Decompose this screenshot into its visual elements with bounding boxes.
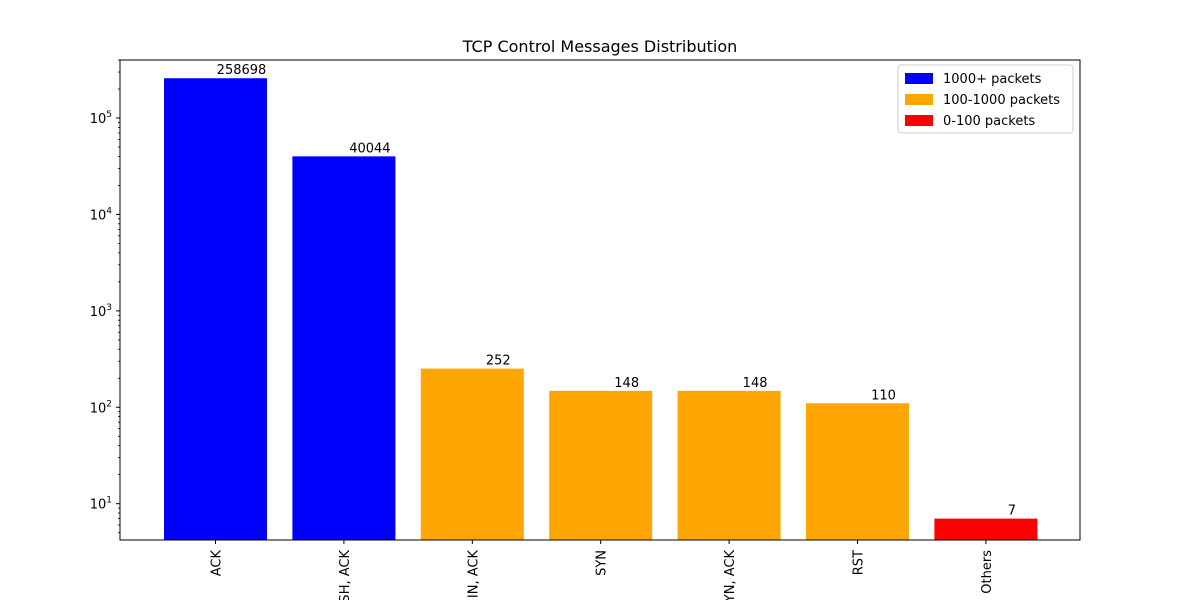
- x-tick-label: Others: [980, 550, 995, 594]
- data-label: 258698: [217, 63, 267, 78]
- legend-swatch: [905, 115, 933, 126]
- y-tick-label: 102: [90, 399, 112, 416]
- bar: [806, 403, 909, 540]
- x-axis: ACK SH, ACK IN, ACK SYN YN, ACK RST Others: [210, 540, 995, 600]
- bar: [934, 518, 1038, 540]
- chart-title: TCP Control Messages Distribution: [462, 37, 738, 56]
- legend: 1000+ packets 100-1000 packets 0-100 packe…: [897, 64, 1074, 134]
- data-label: 40044: [349, 141, 390, 156]
- x-tick-label: IN, ACK: [466, 550, 481, 599]
- data-label: 148: [743, 376, 768, 391]
- bar: [292, 156, 396, 540]
- plot-area: 258698 40044 252 148 148 110 7: [164, 63, 1038, 541]
- legend-box: [897, 64, 1074, 134]
- legend-label: 100-1000 packets: [943, 93, 1060, 108]
- data-label: 148: [614, 376, 639, 391]
- axes-frame: [119, 59, 1081, 541]
- data-label: 7: [1008, 504, 1016, 519]
- data-label: 110: [871, 388, 896, 403]
- legend-swatch: [905, 94, 933, 105]
- x-tick-label: ACK: [210, 550, 225, 577]
- y-tick-label: 103: [90, 303, 112, 320]
- legend-swatch: [905, 73, 933, 84]
- y-tick-label: 101: [90, 496, 112, 513]
- data-label: 252: [486, 354, 511, 369]
- x-tick-label: SYN: [595, 550, 610, 576]
- bar: [549, 390, 653, 540]
- bar: [677, 390, 781, 540]
- y-tick-label: 105: [90, 110, 112, 127]
- x-tick-label: YN, ACK: [723, 550, 738, 600]
- y-axis: 101 102 103 104 105: [90, 59, 120, 534]
- bar: [164, 78, 267, 541]
- legend-label: 0-100 packets: [943, 114, 1035, 129]
- x-tick-label: RST: [852, 550, 867, 575]
- x-tick-label: SH, ACK: [338, 550, 353, 600]
- y-tick-label: 104: [90, 206, 113, 223]
- legend-label: 1000+ packets: [943, 72, 1042, 87]
- bar: [420, 368, 524, 540]
